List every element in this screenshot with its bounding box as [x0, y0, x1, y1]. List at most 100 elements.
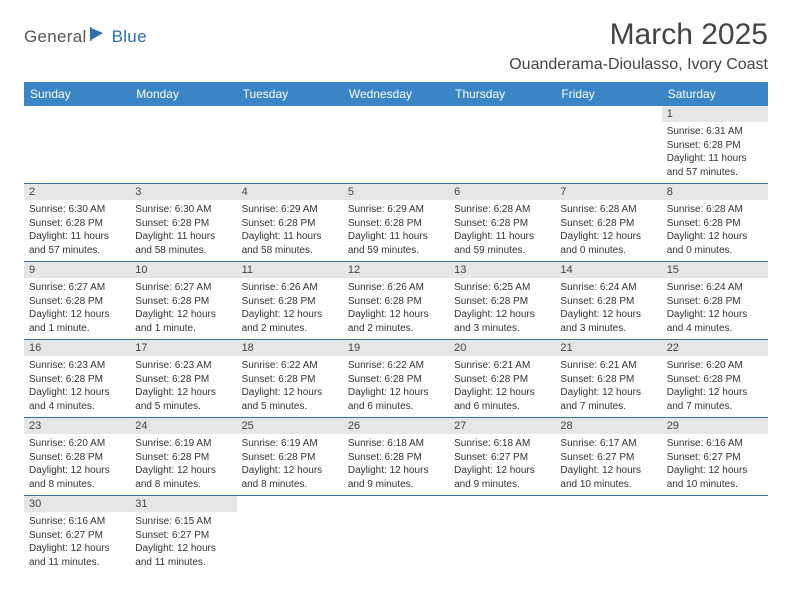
day-number: 20 [449, 340, 555, 356]
logo: General Blue [24, 18, 147, 47]
day-header: Thursday [449, 82, 555, 106]
sunrise-text: Sunrise: 6:22 AM [242, 359, 338, 373]
day-cell: 5Sunrise: 6:29 AMSunset: 6:28 PMDaylight… [343, 184, 449, 262]
day-details: Sunrise: 6:21 AMSunset: 6:28 PMDaylight:… [449, 356, 555, 417]
sunset-text: Sunset: 6:28 PM [135, 451, 231, 465]
day-cell: 11Sunrise: 6:26 AMSunset: 6:28 PMDayligh… [237, 262, 343, 340]
daylight-text: Daylight: 12 hours and 5 minutes. [242, 386, 338, 413]
daylight-text: Daylight: 12 hours and 6 minutes. [348, 386, 444, 413]
day-details: Sunrise: 6:26 AMSunset: 6:28 PMDaylight:… [343, 278, 449, 339]
day-number: 24 [130, 418, 236, 434]
day-header: Saturday [662, 82, 768, 106]
sunrise-text: Sunrise: 6:31 AM [667, 125, 763, 139]
day-cell: 7Sunrise: 6:28 AMSunset: 6:28 PMDaylight… [555, 184, 661, 262]
sunrise-text: Sunrise: 6:21 AM [454, 359, 550, 373]
sunrise-text: Sunrise: 6:16 AM [667, 437, 763, 451]
day-cell: 16Sunrise: 6:23 AMSunset: 6:28 PMDayligh… [24, 340, 130, 418]
sunset-text: Sunset: 6:28 PM [242, 295, 338, 309]
day-number: 29 [662, 418, 768, 434]
daylight-text: Daylight: 12 hours and 9 minutes. [348, 464, 444, 491]
sunset-text: Sunset: 6:28 PM [348, 217, 444, 231]
day-number: 27 [449, 418, 555, 434]
sunset-text: Sunset: 6:28 PM [242, 217, 338, 231]
day-details: Sunrise: 6:15 AMSunset: 6:27 PMDaylight:… [130, 512, 236, 573]
day-cell: 27Sunrise: 6:18 AMSunset: 6:27 PMDayligh… [449, 418, 555, 496]
day-cell [555, 496, 661, 574]
day-details: Sunrise: 6:16 AMSunset: 6:27 PMDaylight:… [24, 512, 130, 573]
daylight-text: Daylight: 12 hours and 4 minutes. [667, 308, 763, 335]
day-details: Sunrise: 6:22 AMSunset: 6:28 PMDaylight:… [343, 356, 449, 417]
day-cell: 12Sunrise: 6:26 AMSunset: 6:28 PMDayligh… [343, 262, 449, 340]
daylight-text: Daylight: 11 hours and 59 minutes. [348, 230, 444, 257]
day-cell: 10Sunrise: 6:27 AMSunset: 6:28 PMDayligh… [130, 262, 236, 340]
day-number: 12 [343, 262, 449, 278]
day-cell: 20Sunrise: 6:21 AMSunset: 6:28 PMDayligh… [449, 340, 555, 418]
week-row: 23Sunrise: 6:20 AMSunset: 6:28 PMDayligh… [24, 418, 768, 496]
day-cell [24, 106, 130, 184]
sunset-text: Sunset: 6:28 PM [454, 217, 550, 231]
day-number: 13 [449, 262, 555, 278]
daylight-text: Daylight: 12 hours and 9 minutes. [454, 464, 550, 491]
day-details: Sunrise: 6:19 AMSunset: 6:28 PMDaylight:… [130, 434, 236, 495]
day-details: Sunrise: 6:16 AMSunset: 6:27 PMDaylight:… [662, 434, 768, 495]
sunset-text: Sunset: 6:28 PM [242, 451, 338, 465]
sunrise-text: Sunrise: 6:23 AM [29, 359, 125, 373]
daylight-text: Daylight: 12 hours and 5 minutes. [135, 386, 231, 413]
sunset-text: Sunset: 6:28 PM [667, 373, 763, 387]
day-number: 5 [343, 184, 449, 200]
day-cell: 14Sunrise: 6:24 AMSunset: 6:28 PMDayligh… [555, 262, 661, 340]
daylight-text: Daylight: 12 hours and 10 minutes. [667, 464, 763, 491]
day-number: 23 [24, 418, 130, 434]
day-details: Sunrise: 6:18 AMSunset: 6:28 PMDaylight:… [343, 434, 449, 495]
day-cell: 6Sunrise: 6:28 AMSunset: 6:28 PMDaylight… [449, 184, 555, 262]
day-cell [343, 496, 449, 574]
sunrise-text: Sunrise: 6:28 AM [560, 203, 656, 217]
day-cell: 4 Sunrise: 6:29 AMSunset: 6:28 PMDaylight… [237, 184, 343, 262]
day-details: Sunrise: 6:20 AMSunset: 6:28 PMDaylight:… [662, 356, 768, 417]
day-cell [662, 496, 768, 574]
sunrise-text: Sunrise: 6:20 AM [667, 359, 763, 373]
sunrise-text: Sunrise: 6:30 AM [135, 203, 231, 217]
calendar-head: SundayMondayTuesdayWednesdayThursdayFrid… [24, 82, 768, 106]
day-header: Wednesday [343, 82, 449, 106]
sunset-text: Sunset: 6:28 PM [560, 217, 656, 231]
day-header: Monday [130, 82, 236, 106]
sunset-text: Sunset: 6:28 PM [348, 451, 444, 465]
day-details: Sunrise: 6:30 AMSunset: 6:28 PMDaylight:… [24, 200, 130, 261]
day-number: 7 [555, 184, 661, 200]
sunrise-text: Sunrise: 6:28 AM [667, 203, 763, 217]
day-cell: 29Sunrise: 6:16 AMSunset: 6:27 PMDayligh… [662, 418, 768, 496]
daylight-text: Daylight: 12 hours and 0 minutes. [667, 230, 763, 257]
calendar-table: SundayMondayTuesdayWednesdayThursdayFrid… [24, 82, 768, 573]
sunrise-text: Sunrise: 6:26 AM [242, 281, 338, 295]
sunrise-text: Sunrise: 6:29 AM [242, 203, 338, 217]
daylight-text: Daylight: 12 hours and 2 minutes. [242, 308, 338, 335]
daylight-text: Daylight: 12 hours and 4 minutes. [29, 386, 125, 413]
day-cell: 24Sunrise: 6:19 AMSunset: 6:28 PMDayligh… [130, 418, 236, 496]
daylight-text: Daylight: 11 hours and 58 minutes. [242, 230, 338, 257]
sunset-text: Sunset: 6:27 PM [135, 529, 231, 543]
day-cell [449, 496, 555, 574]
day-number: 28 [555, 418, 661, 434]
day-number: 22 [662, 340, 768, 356]
day-cell: 8Sunrise: 6:28 AMSunset: 6:28 PMDaylight… [662, 184, 768, 262]
daylight-text: Daylight: 12 hours and 8 minutes. [135, 464, 231, 491]
day-cell: 26Sunrise: 6:18 AMSunset: 6:28 PMDayligh… [343, 418, 449, 496]
day-number: 26 [343, 418, 449, 434]
sunset-text: Sunset: 6:28 PM [667, 295, 763, 309]
sunrise-text: Sunrise: 6:21 AM [560, 359, 656, 373]
day-details: Sunrise: 6:23 AMSunset: 6:28 PMDaylight:… [130, 356, 236, 417]
sunrise-text: Sunrise: 6:20 AM [29, 437, 125, 451]
sunrise-text: Sunrise: 6:17 AM [560, 437, 656, 451]
day-details: Sunrise: 6:24 AMSunset: 6:28 PMDaylight:… [662, 278, 768, 339]
daylight-text: Daylight: 12 hours and 7 minutes. [560, 386, 656, 413]
day-number: 2 [24, 184, 130, 200]
day-details: Sunrise: 6:29 AMSunset: 6:28 PMDaylight:… [343, 200, 449, 261]
daylight-text: Daylight: 12 hours and 2 minutes. [348, 308, 444, 335]
day-header: Tuesday [237, 82, 343, 106]
day-details: Sunrise: 6:27 AMSunset: 6:28 PMDaylight:… [24, 278, 130, 339]
day-number: 4 [237, 184, 343, 200]
daylight-text: Daylight: 12 hours and 3 minutes. [560, 308, 656, 335]
day-cell: 28Sunrise: 6:17 AMSunset: 6:27 PMDayligh… [555, 418, 661, 496]
sunset-text: Sunset: 6:27 PM [560, 451, 656, 465]
